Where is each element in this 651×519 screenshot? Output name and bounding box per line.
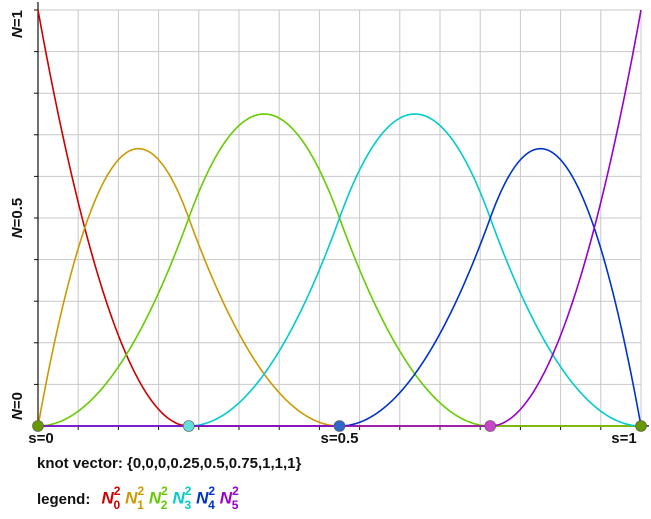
legend: legend: N20 N21 N22 N23 N24 N25 <box>37 478 301 512</box>
knot-marker <box>333 420 346 432</box>
legend-item-N3: N23 <box>172 484 192 513</box>
x-tick-label: s=0 <box>28 430 53 447</box>
bspline-plot: s=0 s=0.5 s=1 N=0 N=0.5 N=1 <box>9 2 649 447</box>
knot-marker <box>635 420 647 432</box>
legend-item-N5: N25 <box>219 484 239 513</box>
y-tick-labels: N=0 N=0.5 N=1 <box>9 10 26 420</box>
legend-item-N1: N21 <box>125 484 145 513</box>
x-tick-label: s=1 <box>611 430 636 447</box>
legend-item-N0: N20 <box>101 484 121 513</box>
y-tick-label: N=0 <box>9 392 26 420</box>
knot-marker <box>484 420 497 432</box>
knot-marker <box>182 420 195 432</box>
knot-marker <box>32 420 44 432</box>
y-tick-label: N=1 <box>9 10 26 38</box>
x-tick-labels: s=0 s=0.5 s=1 <box>28 430 636 447</box>
legend-label: legend: <box>37 490 91 508</box>
legend-item-N4: N24 <box>196 484 216 513</box>
legend-item-N2: N22 <box>148 484 168 513</box>
x-tick-label: s=0.5 <box>321 430 359 447</box>
knot-vector-text: knot vector: {0,0,0,0.25,0.5,0.75,1,1,1} <box>37 455 302 472</box>
curve-N2 <box>37 113 641 427</box>
knot-markers <box>32 420 647 432</box>
info-panel: knot vector: {0,0,0,0.25,0.5,0.75,1,1,1}… <box>37 452 302 512</box>
legend-items: N20 N21 N22 N23 N24 N25 <box>97 484 239 512</box>
grid <box>34 2 649 430</box>
curve-N3 <box>38 113 642 427</box>
y-tick-label: N=0.5 <box>9 198 26 238</box>
